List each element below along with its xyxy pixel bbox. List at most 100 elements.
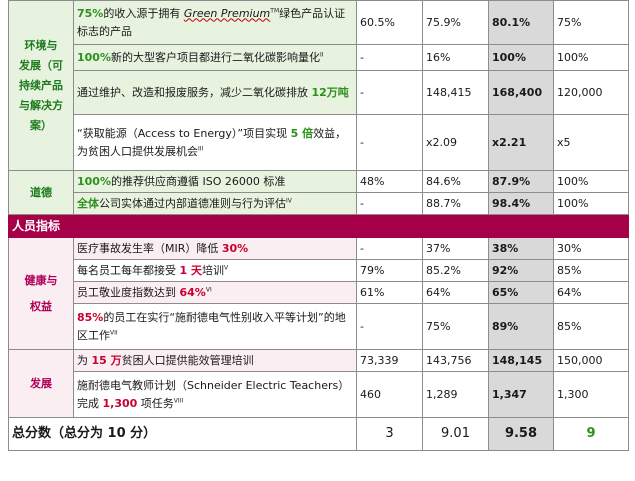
target-value: 75% [553,0,629,45]
description-fragment: 医疗事故发生率（MIR）降低 [77,241,222,255]
prior-value: 148,415 [422,70,489,115]
footnote-marker: VII [110,328,118,336]
kpi-description: 通过维护、改造和报废服务，减少二氧化碳排放 12万吨 [73,70,357,115]
total-current: 9.58 [488,417,554,451]
current-value: x2.21 [488,114,554,171]
table-row: “获取能源（Access to Energy）”项目实现 5 倍效益，为贫困人口… [9,114,629,171]
target-value: x5 [553,114,629,171]
target-value: 1,300 [553,371,629,418]
prior-value: 143,756 [422,349,489,372]
current-value: 87.9% [488,170,554,193]
table-row: 健康与 权益 医疗事故发生率（MIR）降低 30% - 37% 38% 30% [8,237,629,350]
baseline-value: 48% [356,170,423,193]
total-label: 总分数（总分为 10 分） [8,417,357,451]
description-fragment: 64% [179,285,206,299]
table-row: 发展 为 15 万贫困人口提供能效管理培训 73,339 143,756 148… [8,349,629,418]
section-title: 人员指标 [8,214,629,238]
description-fragment: 效益，为贫困人口提供发展机会 [77,126,347,158]
table-row: 全体公司实体通过内部道德准则与行为评估IV - 88.7% 98.4% 100% [9,192,629,215]
description-fragment: 15 万 [91,353,122,367]
current-value: 89% [488,303,554,350]
scorecard-table: 环境与 发展（可 持续产品 与解决方 案） 75%的收入源于拥有 Green P… [8,0,629,451]
prior-value: 64% [422,281,489,304]
kpi-description: 75%的收入源于拥有 Green PremiumTM绿色产品认证标志的产品 [73,0,357,45]
prior-value: 85.2% [422,259,489,282]
category-line: 发展（可 [19,58,63,72]
description-fragment: 贫困人口提供能效管理培训 [121,353,254,367]
target-value: 30% [553,237,629,260]
prior-value: 1,289 [422,371,489,418]
baseline-value: 61% [356,281,423,304]
table-row: 道德 100%的推荐供应商遵循 ISO 26000 标准 48% 84.6% 8… [8,170,629,215]
description-fragment: 培训 [201,263,224,277]
description-fragment: 100% [77,50,111,64]
category-line: 与解决方 [19,98,63,112]
footnote-marker: II [319,50,324,58]
footnote-marker: VI [205,285,212,293]
kpi-description: 全体公司实体通过内部道德准则与行为评估IV [73,192,357,215]
prior-value: 37% [422,237,489,260]
target-value: 100% [553,44,629,71]
kpi-description: 100%新的大型客户项目都进行二氧化碳影响量化II [73,44,357,71]
baseline-value: 460 [356,371,423,418]
description-fragment: 5 倍 [290,126,314,140]
target-value: 120,000 [553,70,629,115]
description-fragment: 100% [77,174,111,188]
current-value: 168,400 [488,70,554,115]
category-line: 持续产品 [19,78,63,92]
table-row: 每名员工每年都接受 1 天培训V 79% 85.2% 92% 85% [9,259,629,282]
table-row: 环境与 发展（可 持续产品 与解决方 案） 75%的收入源于拥有 Green P… [8,0,629,171]
kpi-description: 每名员工每年都接受 1 天培训V [73,259,357,282]
category-health: 健康与 权益 [8,237,74,350]
baseline-value: - [356,192,423,215]
total-target: 9 [553,417,629,451]
target-value: 100% [553,192,629,215]
description-fragment: Green Premium [183,6,271,20]
table-row: 100%新的大型客户项目都进行二氧化碳影响量化II - 16% 100% 100… [9,44,629,71]
description-fragment: 为 [77,353,92,367]
description-fragment: 员工敬业度指数达到 [77,285,180,299]
current-value: 98.4% [488,192,554,215]
footnote-marker: VIII [173,396,184,404]
table-row: 施耐德电气教师计划（Schneider Electric Teachers）完成… [9,371,629,418]
description-fragment: 全体 [77,196,99,210]
description-fragment: 公司实体通过内部道德准则与行为评估 [99,196,286,210]
footnote-marker: V [223,263,229,271]
target-value: 150,000 [553,349,629,372]
description-fragment: 施耐德电气教师计划（Schneider Electric Teachers）完成 [77,378,350,410]
description-fragment: 1,300 [102,396,138,410]
kpi-description: 施耐德电气教师计划（Schneider Electric Teachers）完成… [73,371,357,418]
description-fragment: 项任务 [137,396,174,410]
prior-value: 75% [422,303,489,350]
footnote-marker: III [198,144,204,152]
total-row: 总分数（总分为 10 分） 3 9.01 9.58 9 [8,417,629,451]
category-line: 环境与 [24,38,58,52]
target-value: 100% [553,170,629,193]
total-baseline: 3 [356,417,423,451]
footnote-marker: IV [286,196,292,204]
category-ethics: 道德 [8,170,74,215]
description-fragment: 通过维护、改造和报废服务，减少二氧化碳排放 [77,85,312,99]
current-value: 148,145 [488,349,554,372]
description-fragment: 新的大型客户项目都进行二氧化碳影响量化 [110,50,320,64]
description-fragment: 的推荐供应商遵循 ISO 26000 标准 [110,174,286,188]
current-value: 100% [488,44,554,71]
table-row: 85%的员工在实行“施耐德电气性别收入平等计划”的地区工作VII - 75% 8… [9,303,629,350]
kpi-description: 85%的员工在实行“施耐德电气性别收入平等计划”的地区工作VII [73,303,357,350]
section-header-row: 人员指标 [8,214,629,238]
baseline-value: 73,339 [356,349,423,372]
baseline-value: - [356,44,423,71]
target-value: 85% [553,259,629,282]
description-fragment: 12万吨 [311,85,349,99]
description-fragment: 75% [77,6,104,20]
kpi-description: 医疗事故发生率（MIR）降低 30% [73,237,357,260]
table-row: 员工敬业度指数达到 64%VI 61% 64% 65% 64% [9,281,629,304]
baseline-value: - [356,114,423,171]
prior-value: 75.9% [422,0,489,45]
current-value: 1,347 [488,371,554,418]
total-prior: 9.01 [422,417,489,451]
current-value: 92% [488,259,554,282]
table-row: 通过维护、改造和报废服务，减少二氧化碳排放 12万吨 - 148,415 168… [9,70,629,115]
kpi-description: “获取能源（Access to Energy）”项目实现 5 倍效益，为贫困人口… [73,114,357,171]
